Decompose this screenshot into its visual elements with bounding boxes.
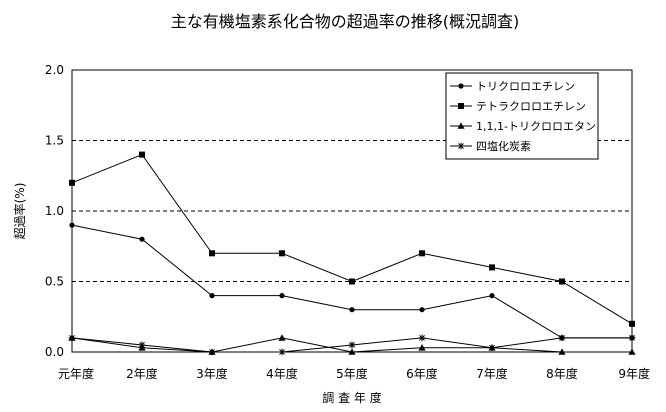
data-point	[209, 250, 215, 257]
data-point	[348, 341, 356, 349]
legend-item: テトラクロロエチレン	[450, 100, 586, 113]
y-tick-label: 0.0	[45, 345, 64, 359]
data-point	[138, 341, 146, 349]
data-point	[278, 348, 286, 356]
data-point	[279, 250, 285, 257]
y-tick-label: 0.5	[45, 275, 64, 289]
data-point	[208, 348, 216, 356]
data-point	[419, 307, 425, 313]
legend-marker	[458, 103, 464, 109]
chart-title: 主な有機塩素系化合物の超過率の推移(概況調査)	[171, 12, 520, 31]
y-axis-ticks: 0.0 0.5 1.0 1.5 2.0	[45, 63, 64, 359]
data-point	[418, 344, 426, 351]
data-point	[349, 278, 355, 285]
x-tick-label: 3年度	[196, 366, 228, 381]
legend-box	[445, 72, 599, 160]
data-point	[69, 222, 75, 228]
legend-marker	[458, 83, 464, 89]
x-tick-label: 元年度	[58, 366, 94, 381]
series-line	[71, 153, 633, 325]
y-axis-label: 超過率(%)	[12, 183, 27, 240]
legend-item: トリクロロエチレン	[450, 80, 575, 93]
data-point	[628, 334, 636, 342]
data-point	[489, 264, 495, 271]
data-point	[278, 334, 286, 341]
grid-lines	[72, 140, 632, 282]
y-tick-label: 1.5	[45, 134, 64, 148]
data-point	[349, 307, 355, 313]
data-point	[488, 344, 496, 352]
legend-label: 四塩化炭素	[476, 139, 531, 153]
x-tick-label: 6年度	[406, 366, 438, 381]
data-point	[559, 278, 565, 285]
x-axis-label: 調 査 年 度	[322, 390, 381, 405]
data-point	[558, 334, 566, 342]
x-tick-label: 2年度	[126, 366, 158, 381]
y-tick-label: 2.0	[45, 63, 64, 77]
x-tick-label: 4年度	[266, 366, 298, 381]
legend-label: 1,1,1-トリクロロエタン	[476, 120, 596, 133]
x-axis-ticks: 元年度 2年度 3年度 4年度 5年度 6年度 7年度 8年度 9年度	[58, 366, 650, 381]
data-point	[209, 293, 215, 299]
legend-label: トリクロロエチレン	[476, 80, 575, 93]
data-point	[419, 250, 425, 257]
data-point	[139, 151, 145, 158]
series-group	[68, 151, 636, 356]
data-point	[68, 334, 76, 342]
legend-item: 1,1,1-トリクロロエタン	[450, 120, 596, 133]
y-tick-label: 1.0	[45, 204, 64, 218]
x-tick-label: 5年度	[336, 366, 368, 381]
x-tick-label: 7年度	[476, 366, 508, 381]
data-point	[348, 348, 356, 355]
x-tick-label: 8年度	[546, 366, 578, 381]
data-point	[418, 334, 426, 342]
series-4	[68, 334, 636, 356]
series-2	[69, 151, 635, 327]
legend-item: 四塩化炭素	[450, 139, 531, 153]
data-point	[279, 293, 285, 299]
data-point	[489, 293, 495, 299]
data-point	[629, 320, 635, 327]
legend-label: テトラクロロエチレン	[476, 100, 586, 113]
data-point	[69, 179, 75, 186]
data-point	[628, 348, 636, 355]
data-point	[139, 236, 145, 242]
legend-marker	[457, 122, 465, 129]
legend-marker	[457, 142, 465, 150]
data-point	[558, 348, 566, 355]
x-tick-label: 9年度	[618, 366, 650, 381]
